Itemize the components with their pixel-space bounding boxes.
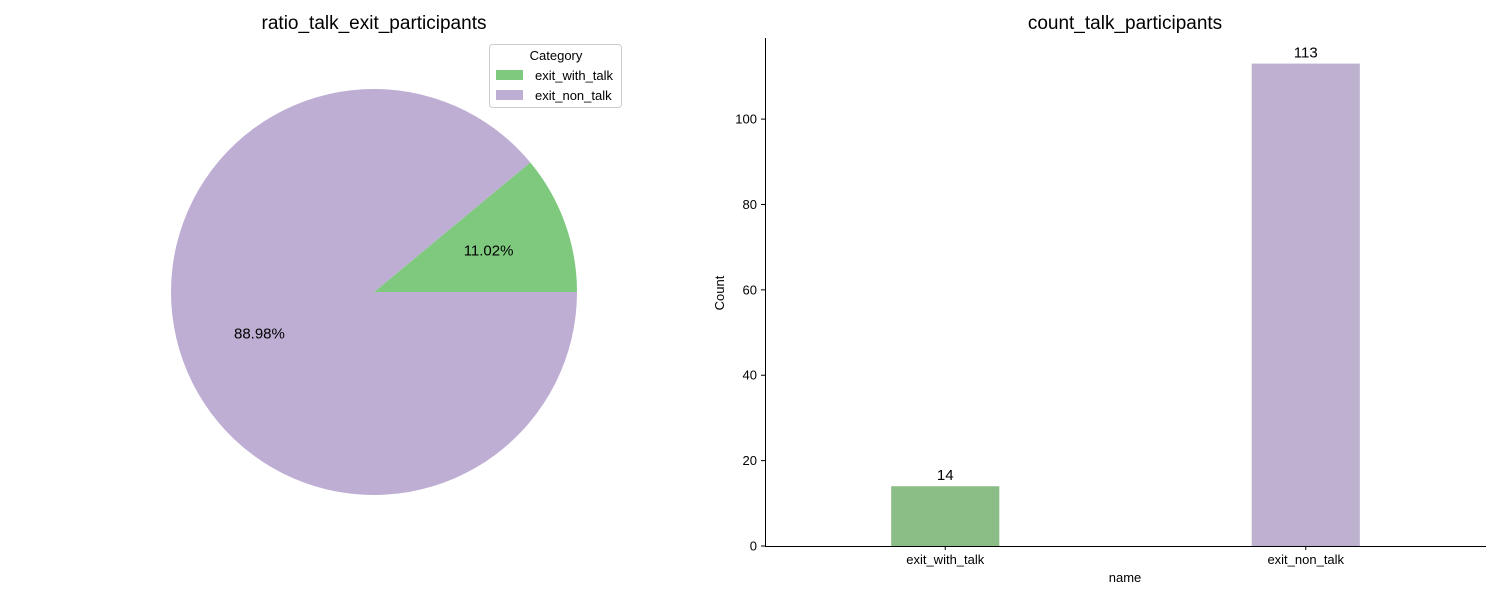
pie-slices xyxy=(171,89,577,496)
y-tick-label: 20 xyxy=(743,453,757,468)
legend-swatch-exit-with-talk xyxy=(496,70,523,80)
legend-swatch-exit-non-talk xyxy=(496,90,523,100)
y-tick-label: 0 xyxy=(750,539,757,554)
bar-value-labels: 14 113 xyxy=(937,45,1318,485)
pie-legend: Category exit_with_talk exit_non_talk xyxy=(489,44,622,108)
pie-value-labels: 11.02% 88.98% xyxy=(234,243,513,343)
bar-value-label-exit-with-talk: 14 xyxy=(937,467,954,484)
pie-slice-exit-with-talk xyxy=(374,162,577,292)
bar-exit-non-talk xyxy=(1251,63,1360,547)
y-axis-ticks: 0 20 40 60 80 100 xyxy=(735,112,765,554)
bar-chart: count_talk_participants 14 113 0 20 40 60 80 1… xyxy=(712,13,1486,585)
y-tick-label: 100 xyxy=(735,112,757,127)
bar-value-label-exit-non-talk: 113 xyxy=(1294,45,1318,62)
x-axis-label: name xyxy=(1109,570,1142,585)
x-tick-label-exit-with-talk: exit_with_talk xyxy=(906,552,985,567)
bar-series xyxy=(891,63,1360,547)
x-axis-ticks: exit_with_talk exit_non_talk xyxy=(906,546,1345,567)
pie-label-exit-non-talk: 88.98% xyxy=(234,325,285,342)
y-tick-label: 80 xyxy=(743,197,757,212)
legend-label-exit-non-talk: exit_non_talk xyxy=(535,88,612,103)
pie-slice-exit-non-talk xyxy=(171,89,577,496)
bar-exit-with-talk xyxy=(891,486,1000,546)
legend-title: Category xyxy=(530,48,583,63)
x-tick-label-exit-non-talk: exit_non_talk xyxy=(1267,552,1344,567)
legend-label-exit-with-talk: exit_with_talk xyxy=(535,68,614,83)
bar-chart-title: count_talk_participants xyxy=(1028,13,1222,34)
pie-label-exit-with-talk: 11.02% xyxy=(464,243,514,260)
y-axis-label: Count xyxy=(712,275,727,310)
y-tick-label: 40 xyxy=(743,368,757,383)
pie-chart-title: ratio_talk_exit_participants xyxy=(262,13,487,34)
pie-chart: ratio_talk_exit_participants 11.02% 88.98… xyxy=(171,13,622,496)
y-tick-label: 60 xyxy=(743,282,757,297)
